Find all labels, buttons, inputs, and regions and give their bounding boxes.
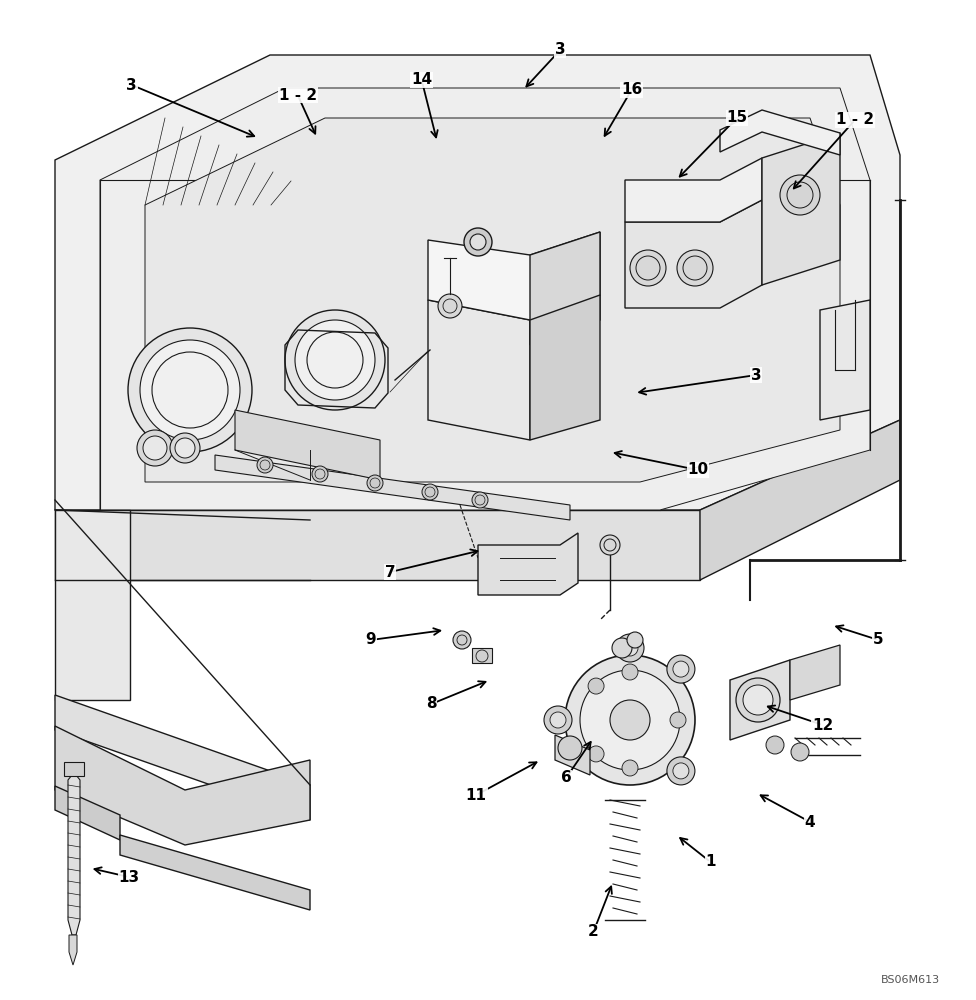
Text: 1 - 2: 1 - 2	[278, 88, 317, 103]
Circle shape	[175, 438, 195, 458]
Polygon shape	[120, 835, 310, 910]
Circle shape	[627, 632, 643, 648]
Circle shape	[766, 736, 784, 754]
Polygon shape	[145, 118, 840, 482]
Polygon shape	[55, 695, 310, 820]
Polygon shape	[428, 232, 600, 320]
Circle shape	[464, 228, 492, 256]
Circle shape	[589, 678, 604, 694]
Text: 16: 16	[621, 83, 642, 98]
Text: 12: 12	[812, 718, 834, 732]
Circle shape	[667, 757, 695, 785]
Circle shape	[667, 655, 695, 683]
Polygon shape	[762, 133, 840, 285]
Text: 3: 3	[555, 42, 565, 57]
Circle shape	[736, 678, 780, 722]
Circle shape	[470, 234, 486, 250]
Polygon shape	[215, 455, 570, 520]
Circle shape	[257, 457, 273, 473]
Circle shape	[589, 746, 604, 762]
Circle shape	[677, 250, 713, 286]
Circle shape	[295, 320, 375, 400]
Circle shape	[558, 736, 582, 760]
Text: 9: 9	[366, 633, 376, 648]
Text: 3: 3	[127, 78, 137, 93]
Text: 5: 5	[874, 633, 883, 648]
Polygon shape	[55, 510, 700, 580]
Circle shape	[565, 655, 695, 785]
Circle shape	[438, 294, 462, 318]
Polygon shape	[555, 735, 590, 775]
Circle shape	[622, 640, 638, 656]
Circle shape	[616, 634, 644, 662]
Polygon shape	[68, 775, 80, 935]
Circle shape	[544, 706, 572, 734]
Polygon shape	[790, 645, 840, 700]
Circle shape	[472, 492, 488, 508]
Circle shape	[600, 535, 620, 555]
Text: 4: 4	[805, 815, 815, 830]
Text: 1 - 2: 1 - 2	[835, 112, 874, 127]
Text: BS06M613: BS06M613	[881, 975, 940, 985]
Polygon shape	[625, 158, 762, 222]
Polygon shape	[55, 55, 900, 510]
Circle shape	[630, 250, 666, 286]
Polygon shape	[55, 786, 120, 840]
Text: 10: 10	[687, 462, 709, 478]
Circle shape	[143, 436, 167, 460]
Polygon shape	[55, 726, 310, 845]
Circle shape	[610, 700, 650, 740]
Circle shape	[367, 475, 383, 491]
Text: 13: 13	[118, 869, 140, 884]
Circle shape	[580, 670, 680, 770]
Text: 14: 14	[411, 73, 432, 88]
Polygon shape	[530, 232, 600, 345]
Circle shape	[137, 430, 173, 466]
Text: 3: 3	[752, 367, 761, 382]
Circle shape	[170, 433, 200, 463]
Text: 11: 11	[466, 788, 487, 802]
Text: 7: 7	[386, 565, 395, 580]
Circle shape	[622, 664, 638, 680]
Circle shape	[622, 760, 638, 776]
Text: 2: 2	[588, 924, 599, 939]
Circle shape	[612, 638, 632, 658]
Polygon shape	[100, 88, 870, 510]
Circle shape	[791, 743, 809, 761]
Text: 1: 1	[706, 854, 715, 869]
Circle shape	[672, 763, 689, 779]
Text: 15: 15	[726, 110, 748, 125]
Circle shape	[672, 661, 689, 677]
Polygon shape	[478, 533, 578, 595]
Circle shape	[743, 685, 773, 715]
Polygon shape	[235, 410, 380, 480]
Circle shape	[312, 466, 328, 482]
Polygon shape	[730, 660, 790, 740]
Circle shape	[422, 484, 438, 500]
Circle shape	[285, 310, 385, 410]
Circle shape	[140, 340, 240, 440]
Bar	[472, 648, 492, 663]
Circle shape	[780, 175, 820, 215]
Circle shape	[670, 712, 686, 728]
Polygon shape	[720, 110, 840, 155]
Circle shape	[128, 328, 252, 452]
Polygon shape	[428, 300, 530, 440]
Polygon shape	[700, 420, 900, 580]
Circle shape	[550, 712, 566, 728]
Polygon shape	[530, 295, 600, 440]
Bar	[64, 762, 84, 776]
Circle shape	[453, 631, 471, 649]
Polygon shape	[55, 510, 130, 700]
Polygon shape	[820, 300, 870, 420]
Text: 6: 6	[560, 770, 572, 786]
Text: 8: 8	[427, 696, 436, 712]
Polygon shape	[69, 935, 77, 965]
Polygon shape	[625, 200, 762, 308]
